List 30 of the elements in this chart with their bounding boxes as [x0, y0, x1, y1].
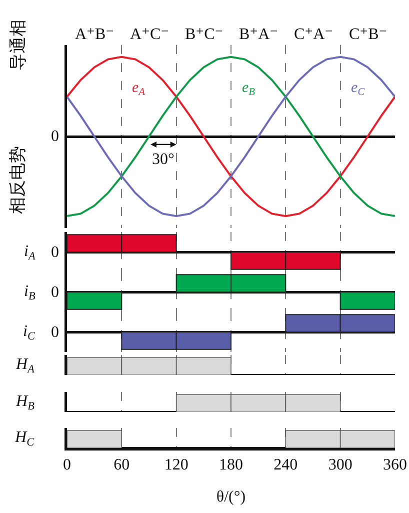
x-tick-label: 120 [164, 456, 188, 474]
x-tick-label: 60 [114, 456, 130, 474]
x-tick-label: 0 [63, 456, 71, 474]
text: 导通相 [8, 20, 28, 70]
y-axis-title: H$_{C}$ [14, 429, 35, 448]
text: B⁺A⁻ [239, 26, 278, 43]
y-axis-title: H$_{B}$ [15, 393, 35, 412]
text: A⁺C⁻ [130, 26, 170, 43]
text: 0 [51, 284, 59, 301]
text: A⁺B⁻ [75, 26, 114, 43]
text: C⁺A⁻ [294, 26, 334, 43]
text: 0 [51, 244, 59, 261]
y-axis-title: i$_{A}$ [24, 243, 36, 262]
x-tick-label: 300 [328, 456, 352, 474]
text: 0 [51, 324, 59, 341]
x-tick-label: 240 [274, 456, 298, 474]
x-tick-label: 360 [383, 456, 407, 474]
y-axis-title: i$_{C}$ [23, 323, 36, 342]
text: C⁺B⁻ [349, 26, 388, 43]
x-axis-title: θ/(°) [216, 488, 246, 506]
series-label: e$_{C}$ [351, 80, 366, 98]
y-axis-title: 相反电势 [8, 146, 28, 214]
y-axis-title: H$_{A}$ [15, 356, 35, 376]
series-label: e$_{A}$ [132, 80, 146, 98]
x-tick-label: 180 [219, 456, 243, 474]
y-axis-title: i$_{B}$ [24, 283, 36, 302]
text: B⁺C⁻ [185, 26, 224, 43]
annotation: 30° [152, 151, 174, 168]
text: 0 [51, 128, 59, 145]
series-label: e$_{B}$ [242, 80, 256, 98]
